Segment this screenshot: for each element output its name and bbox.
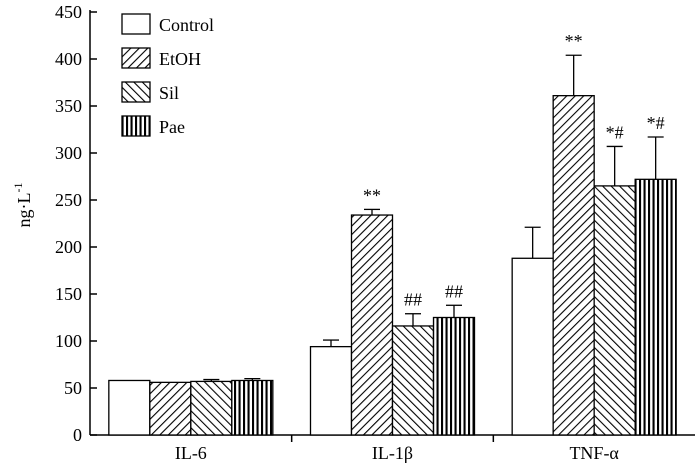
legend-label: EtOH <box>159 49 201 69</box>
bar <box>108 379 151 436</box>
y-tick-label: 50 <box>64 378 82 398</box>
significance-label: ## <box>404 290 422 310</box>
bar <box>634 178 677 436</box>
bar <box>190 380 233 436</box>
y-tick-label: 400 <box>55 49 82 69</box>
y-tick-label: 250 <box>55 190 82 210</box>
legend-swatch <box>121 47 151 69</box>
y-tick-label: 150 <box>55 284 82 304</box>
significance-label: ** <box>565 31 583 51</box>
x-category-label: TNF-α <box>569 443 619 463</box>
legend-label: Control <box>159 15 214 35</box>
legend-label: Pae <box>159 117 185 137</box>
y-tick-label: 450 <box>55 2 82 22</box>
legend-swatch <box>121 115 151 137</box>
significance-label: ## <box>445 281 463 301</box>
y-axis-title: ng·L-1 <box>11 183 34 228</box>
y-tick-label: 350 <box>55 96 82 116</box>
bars: ** ## ## ** *# *# <box>108 31 677 436</box>
bar <box>552 95 595 436</box>
bar <box>149 381 192 436</box>
bar <box>511 257 554 436</box>
y-tick-label: 300 <box>55 143 82 163</box>
bar <box>391 325 435 436</box>
legend: Control EtOH Sil Pae <box>121 13 214 137</box>
y-tick-label: 200 <box>55 237 82 257</box>
bar <box>593 185 636 436</box>
x-category-label: IL-6 <box>175 443 207 463</box>
y-axis: 0 50 100 150 200 250 300 350 400 450 <box>55 2 97 445</box>
significance-label: *# <box>606 122 624 142</box>
y-axis-title-text: ng·L <box>14 193 34 228</box>
bar <box>309 345 353 436</box>
bar <box>231 379 274 436</box>
significance-label: ** <box>363 185 381 205</box>
x-category-label: IL-1β <box>372 443 413 463</box>
y-tick-label: 0 <box>73 425 82 445</box>
legend-label: Sil <box>159 83 179 103</box>
y-tick-label: 100 <box>55 331 82 351</box>
legend-swatch <box>121 13 151 35</box>
significance-label: *# <box>647 113 665 133</box>
legend-swatch <box>121 81 151 103</box>
x-axis: IL-6 IL-1β TNF-α <box>90 434 695 463</box>
bar <box>432 316 476 436</box>
bar <box>350 214 394 436</box>
y-axis-title-superscript: -1 <box>11 183 25 193</box>
